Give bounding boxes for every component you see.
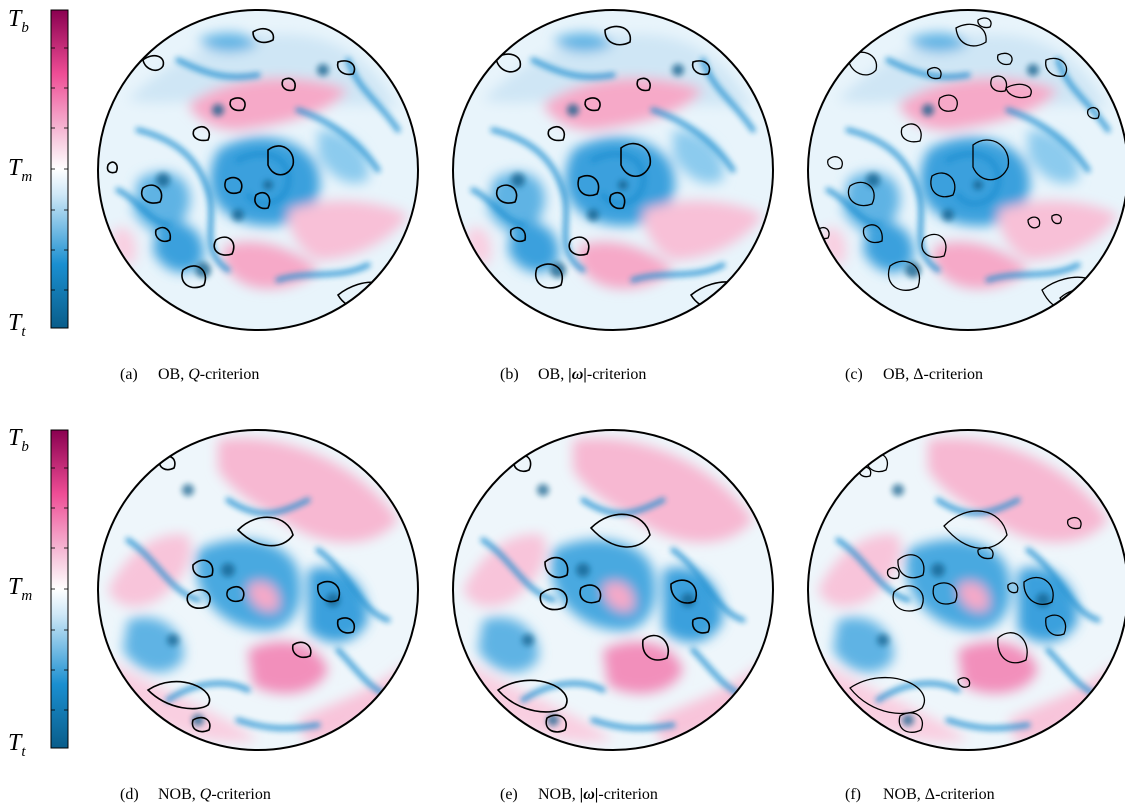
colorbar-bottom-label-tm: Tm <box>8 574 33 604</box>
panel-c-disc <box>807 9 1125 331</box>
panel-b-disc <box>452 9 774 331</box>
colorbar-top-label-tm: Tm <box>8 155 33 185</box>
colorbar-bottom <box>50 429 69 749</box>
colorbar-top-label-tb: Tb <box>8 6 29 36</box>
caption-f: (f) NOB, Δ-criterion <box>845 786 995 803</box>
caption-c: (c) OB, Δ-criterion <box>845 366 984 383</box>
caption-b: (b) OB, |ω|-criterion <box>500 366 647 383</box>
caption-d: (d) NOB, Q-criterion <box>120 786 271 803</box>
panel-a-disc <box>97 9 419 331</box>
colorbar-bottom-label-tt: Tt <box>8 730 26 760</box>
caption-e: (e) NOB, |ω|-criterion <box>500 786 658 803</box>
caption-a: (a) OB, Q-criterion <box>120 366 260 383</box>
colorbar-top-label-tt: Tt <box>8 310 26 340</box>
colorbar-bottom-label-tb: Tb <box>8 425 29 455</box>
panel-f-disc <box>807 429 1125 751</box>
panel-e-disc <box>452 429 774 751</box>
colorbar-top <box>50 9 69 329</box>
panel-d-disc <box>97 429 419 751</box>
